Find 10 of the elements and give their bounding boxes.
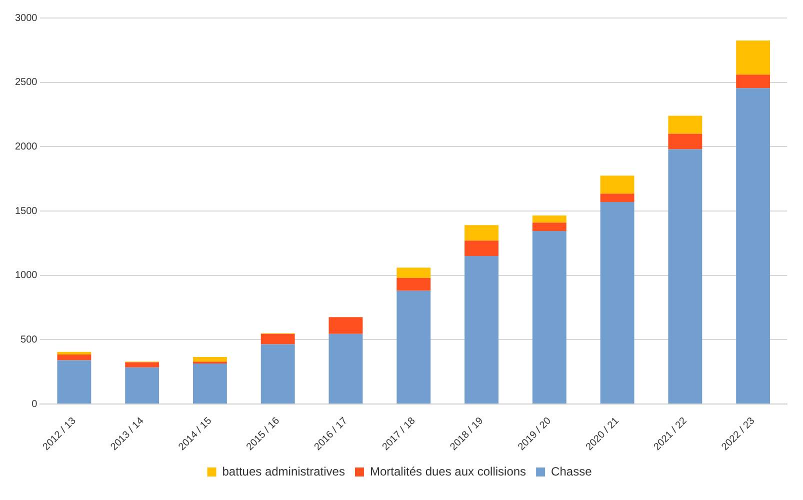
y-tick-label: 2500 — [14, 77, 38, 88]
y-tick-label: 1500 — [14, 206, 38, 217]
y-tick-label: 500 — [20, 334, 38, 346]
y-tick-label: 2000 — [14, 141, 38, 152]
y-tick-label: 0 — [32, 398, 38, 410]
y-tick-label: 1000 — [14, 270, 38, 282]
legend-label: Chasse — [551, 464, 592, 478]
legend-label: battues administratives — [222, 464, 345, 478]
y-tick-label: 3000 — [14, 12, 38, 24]
legend-label: Mortalités dues aux collisions — [370, 464, 526, 478]
